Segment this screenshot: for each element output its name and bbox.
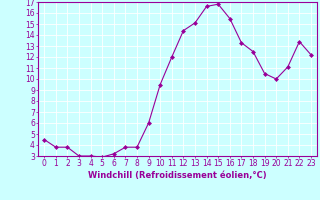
X-axis label: Windchill (Refroidissement éolien,°C): Windchill (Refroidissement éolien,°C): [88, 171, 267, 180]
